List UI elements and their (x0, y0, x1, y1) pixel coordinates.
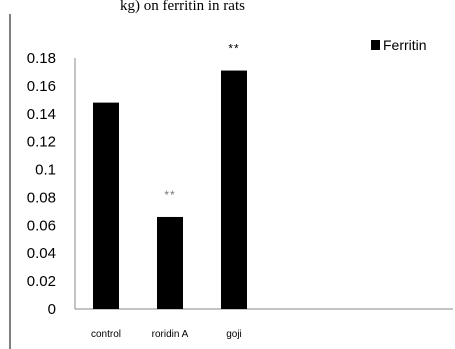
legend-swatch (371, 40, 380, 50)
significance-annotations: ** ** (164, 42, 239, 202)
y-tick-label: 0.04 (27, 245, 56, 262)
significance-mark: ** (228, 42, 239, 56)
y-tick-label: 0.08 (27, 189, 56, 206)
category-label: goji (226, 329, 242, 340)
y-axis-ticks: 0 0.02 0.04 0.06 0.08 0.1 0.12 0.14 0.16 0.18 (27, 50, 56, 318)
bar-control (93, 102, 119, 309)
legend-label-ferritin: Ferritin (383, 37, 427, 53)
y-tick-label: 0 (48, 301, 56, 318)
bar-roridin-a (157, 216, 183, 309)
y-tick-label: 0.06 (27, 217, 56, 234)
y-tick-label: 0.18 (27, 50, 56, 67)
significance-mark: ** (164, 188, 175, 202)
bars-group (93, 70, 247, 309)
y-tick-label: 0.1 (35, 162, 56, 179)
y-tick-label: 0.16 (27, 78, 56, 95)
category-label: control (91, 329, 121, 340)
category-label: roridin A (152, 329, 189, 340)
y-tick-label: 0.14 (27, 106, 56, 123)
y-tick-label: 0.12 (27, 134, 56, 151)
legend: Ferritin (371, 37, 427, 53)
bar-goji (221, 70, 247, 309)
category-labels: control roridin A goji (91, 329, 242, 340)
y-tick-label: 0.02 (27, 273, 56, 290)
chart-title-fragment: kg) on ferritin in rats (120, 0, 245, 14)
